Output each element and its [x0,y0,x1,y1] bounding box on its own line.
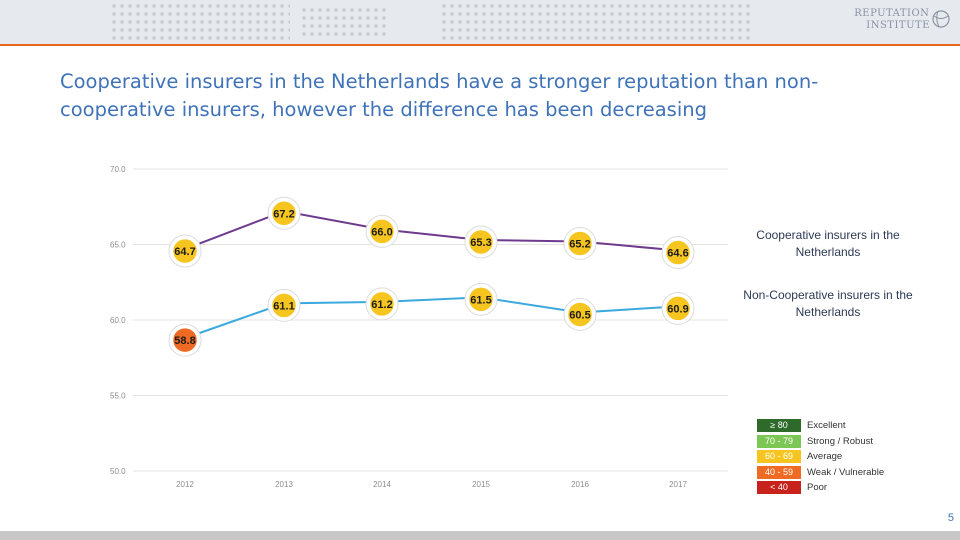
data-label: 67.2 [273,208,294,220]
data-point [270,292,298,319]
header-band [0,0,960,44]
data-label: 61.1 [273,300,294,312]
legend-series-non-cooperative: Non-Cooperative insurers in the Netherla… [743,288,913,319]
scale-range-excellent: ≥ 80 [757,419,801,433]
y-tick-label: 60.0 [110,316,126,325]
scale-range-average: 60 - 69 [757,450,801,464]
data-point [171,326,199,354]
scale-label-weak: Weak / Vulnerable [807,466,885,478]
data-label: 61.5 [470,294,491,306]
logo-line2: INSTITUTE [866,20,930,31]
scale-label-average: Average [807,451,843,463]
x-tick-label: 2014 [373,480,391,489]
data-point [368,290,396,318]
data-label: 65.2 [569,238,590,250]
data-point [467,286,495,313]
scale-row-average: 60 - 69 Average [757,449,884,465]
data-point [664,239,692,266]
data-point [467,228,495,256]
scale-label-excellent: Excellent [807,420,846,432]
scale-label-strong: Strong / Robust [807,435,874,447]
scale-range-poor: < 40 [757,481,801,495]
data-point [566,301,594,328]
header-accent-line [0,44,960,46]
y-tick-label: 70.0 [110,165,126,174]
y-tick-label: 50.0 [110,467,126,476]
data-point [664,295,692,322]
world-map-dots [110,2,290,42]
y-tick-label: 65.0 [110,241,126,250]
footer-bar [0,531,960,540]
scale-row-excellent: ≥ 80 Excellent [757,418,884,434]
data-point [171,237,199,265]
data-label: 61.2 [371,299,392,311]
slide-title: Cooperative insurers in the Netherlands … [60,70,819,121]
x-tick-label: 2017 [669,480,687,489]
x-tick-label: 2016 [571,480,589,489]
globe-icon [932,10,950,28]
legend-series-cooperative: Cooperative insurers in the Netherlands [756,228,900,259]
data-point [368,218,396,245]
data-label: 60.9 [667,303,688,315]
data-label: 58.8 [174,335,195,347]
data-point [566,230,594,257]
scale-row-weak: 40 - 59 Weak / Vulnerable [757,465,884,481]
scale-range-strong: 70 - 79 [757,434,801,448]
y-tick-label: 55.0 [110,392,126,401]
data-point [270,200,298,227]
x-tick-label: 2015 [472,480,490,489]
world-map-dots [300,6,390,40]
logo-line1: REPUTATION [854,8,930,19]
reputation-scale-legend: ≥ 80 Excellent 70 - 79 Strong / Robust 6… [757,418,884,496]
page-number: 5 [947,512,954,524]
world-map-dots [440,2,750,42]
reputation-institute-logo: REPUTATION INSTITUTE [854,8,950,32]
x-tick-label: 2012 [176,480,194,489]
scale-range-weak: 40 - 59 [757,465,801,479]
data-label: 64.7 [174,246,195,258]
data-label: 60.5 [569,309,590,321]
scale-row-strong: 70 - 79 Strong / Robust [757,434,884,450]
x-tick-label: 2013 [275,480,293,489]
scale-row-poor: < 40 Poor [757,480,884,496]
scale-label-poor: Poor [807,482,828,494]
series-line [184,296,679,340]
data-label: 65.3 [470,237,491,249]
data-label: 64.6 [667,248,688,260]
data-label: 66.0 [371,226,392,238]
